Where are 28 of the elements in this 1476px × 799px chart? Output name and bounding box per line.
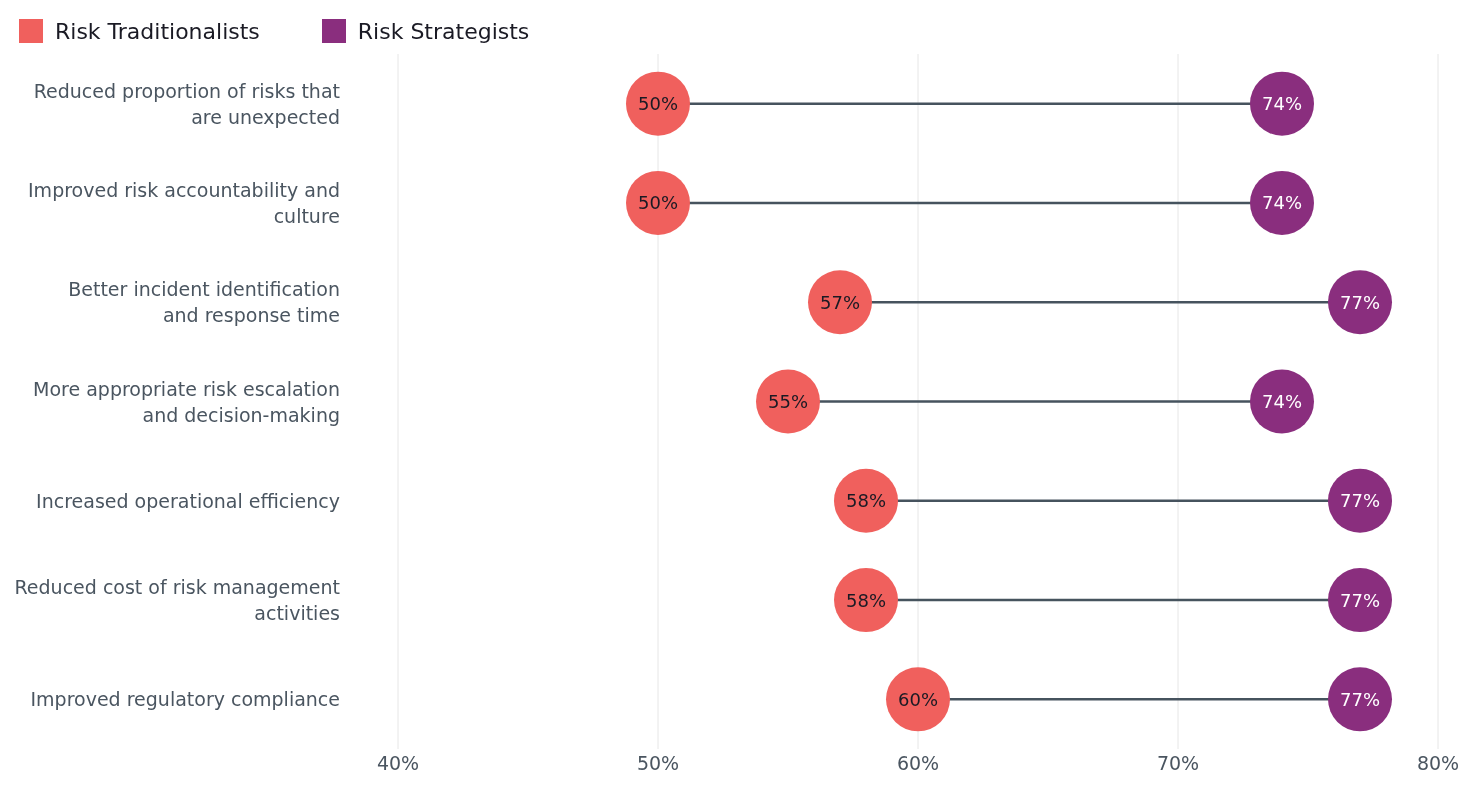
y-tick-label: Reduced proportion of risks that are unexpected — [33, 79, 340, 128]
y-tick-label: More appropriate risk escalation and decision-making — [33, 377, 340, 426]
data-label: 50% — [637, 93, 679, 115]
data-label: 77% — [1339, 688, 1381, 710]
data-label: 77% — [1339, 291, 1381, 313]
data-label: 77% — [1339, 589, 1381, 611]
y-tick-label: Improved risk accountability and culture — [28, 178, 340, 227]
x-tick-label: 70% — [1156, 752, 1200, 775]
y-tick-label: Increased operational efficiency — [36, 489, 340, 512]
data-label: 74% — [1261, 391, 1303, 412]
x-tick-label: 60% — [896, 752, 940, 775]
data-label: 57% — [819, 291, 861, 313]
data-label: 74% — [1261, 93, 1303, 115]
data-label: 58% — [845, 589, 887, 611]
data-label: 74% — [1261, 192, 1303, 214]
data-label: 77% — [1339, 490, 1381, 512]
y-tick-label: Better incident identification and response time — [68, 278, 340, 327]
data-label: 55% — [767, 391, 809, 412]
data-label: 58% — [845, 490, 887, 512]
y-tick-label: Improved regulatory compliance — [30, 688, 340, 711]
data-label: 60% — [897, 688, 939, 710]
legend-label: Risk Strategists — [357, 18, 530, 44]
y-tick-label: Reduced cost of risk management activities — [14, 576, 340, 625]
x-tick-label: 40% — [376, 752, 420, 775]
legend-label: Risk Traditionalists — [55, 18, 260, 44]
x-tick-label: 50% — [636, 752, 680, 775]
x-tick-label: 80% — [1416, 752, 1460, 775]
data-label: 50% — [637, 192, 679, 214]
